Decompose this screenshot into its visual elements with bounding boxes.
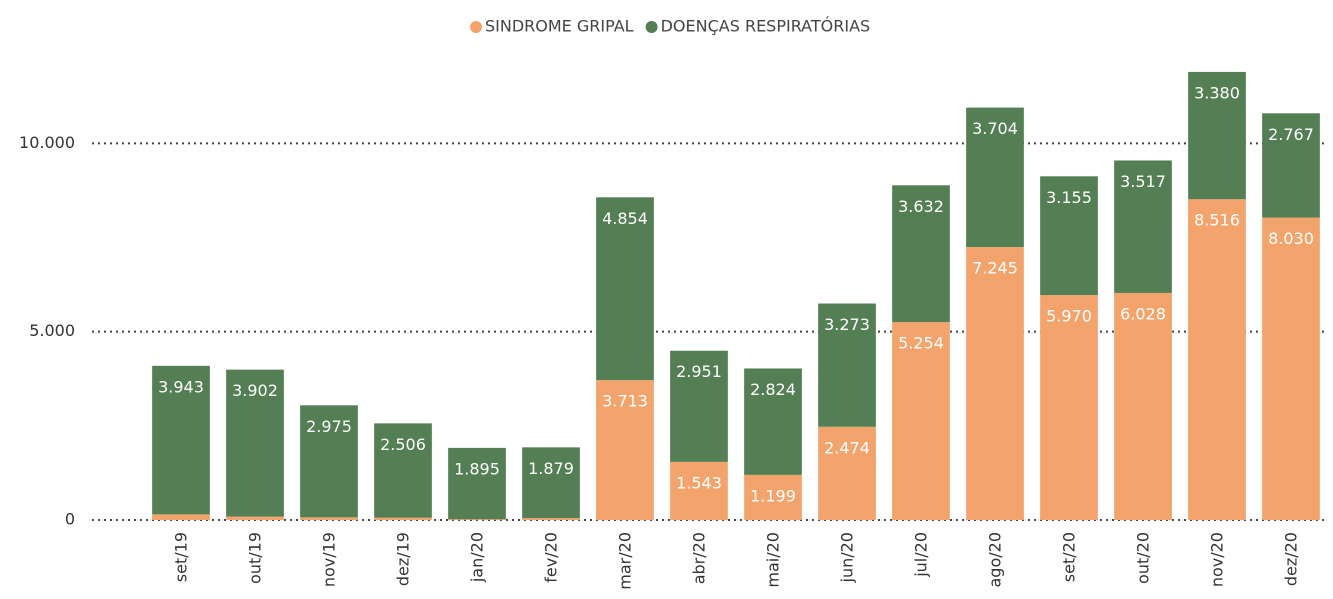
bar-segment: [374, 517, 432, 520]
bar-segment: [226, 516, 284, 520]
x-tick-label: dez/19: [394, 532, 413, 586]
bar-segment: [448, 519, 506, 520]
data-label: 3.713: [602, 392, 648, 411]
bar-segment: [1114, 160, 1172, 293]
bar-segment: [1188, 199, 1246, 521]
bar-segment: [448, 447, 506, 520]
data-label: 4.854: [602, 209, 648, 228]
legend-label: DOENÇAS RESPIRATÓRIAS: [661, 17, 871, 36]
bar-segment: [670, 461, 728, 520]
bar-segment: [670, 350, 728, 462]
bar-segment: [522, 518, 580, 520]
data-label: 2.506: [380, 435, 426, 454]
data-label: 1.543: [676, 473, 722, 492]
data-label: 8.516: [1194, 211, 1240, 230]
x-tick-label: set/19: [172, 532, 191, 582]
bar-segment: [1188, 71, 1246, 200]
bar-segment: [1040, 295, 1098, 520]
bar-segment: [226, 369, 284, 517]
bar-segment: [744, 474, 802, 520]
x-tick-label: nov/20: [1208, 532, 1227, 587]
bar-segment: [1040, 176, 1098, 296]
bar-segment: [818, 426, 876, 520]
bar-segment: [744, 368, 802, 475]
x-tick-label: jul/20: [912, 532, 931, 578]
bar-segment: [1114, 292, 1172, 520]
bar-segment: [300, 405, 358, 518]
bar-segment: [1262, 217, 1320, 520]
legend-marker: [470, 21, 482, 33]
data-label: 5.254: [898, 334, 944, 353]
y-tick-label: 0: [65, 510, 75, 529]
data-label: 3.273: [824, 315, 870, 334]
data-label: 2.824: [750, 380, 796, 399]
data-label: 3.155: [1046, 188, 1092, 207]
data-label: 2.474: [824, 438, 870, 457]
bar-segment: [522, 447, 580, 519]
legend-marker: [645, 21, 658, 33]
x-tick-label: jan/20: [468, 532, 487, 583]
x-tick-label: set/20: [1060, 532, 1079, 582]
data-label: 2.951: [676, 362, 722, 381]
x-tick-label: fev/20: [542, 532, 561, 583]
data-label: 3.704: [972, 119, 1018, 138]
y-tick-label: 5.000: [29, 321, 75, 340]
data-label: 8.030: [1268, 229, 1314, 248]
bar-segment: [1262, 113, 1320, 218]
legend-label: SINDROME GRIPAL: [485, 17, 634, 36]
data-label: 1.879: [528, 459, 574, 478]
x-tick-label: dez/20: [1282, 532, 1301, 586]
bar-segment: [152, 514, 210, 520]
data-label: 5.970: [1046, 307, 1092, 326]
bar-segment: [966, 107, 1024, 248]
data-label: 1.199: [750, 486, 796, 505]
x-tick-label: mar/20: [616, 532, 635, 590]
x-tick-label: jun/20: [838, 532, 857, 583]
bar-segment: [596, 197, 654, 381]
data-label: 3.632: [898, 197, 944, 216]
data-label: 3.380: [1194, 83, 1240, 102]
x-tick-label: mai/20: [764, 532, 783, 588]
data-label: 3.517: [1120, 172, 1166, 191]
bar-segment: [152, 365, 210, 515]
x-tick-label: out/19: [246, 532, 265, 584]
data-label: 2.767: [1268, 125, 1314, 144]
data-label: 6.028: [1120, 304, 1166, 323]
bar-segment: [300, 517, 358, 520]
bar-segment: [892, 322, 950, 520]
bar-segment: [374, 423, 432, 518]
data-label: 3.902: [232, 381, 278, 400]
x-tick-label: nov/19: [320, 532, 339, 587]
bar-segment: [596, 380, 654, 520]
bar-segment: [892, 185, 950, 323]
data-label: 7.245: [972, 259, 1018, 278]
data-label: 1.895: [454, 459, 500, 478]
y-tick-label: 10.000: [19, 133, 75, 152]
bar-segment: [818, 303, 876, 427]
data-label: 2.975: [306, 417, 352, 436]
data-label: 3.943: [158, 377, 204, 396]
x-tick-label: out/20: [1134, 532, 1153, 584]
x-tick-label: abr/20: [690, 532, 709, 584]
bar-segment: [966, 247, 1024, 521]
x-tick-label: ago/20: [986, 532, 1005, 588]
